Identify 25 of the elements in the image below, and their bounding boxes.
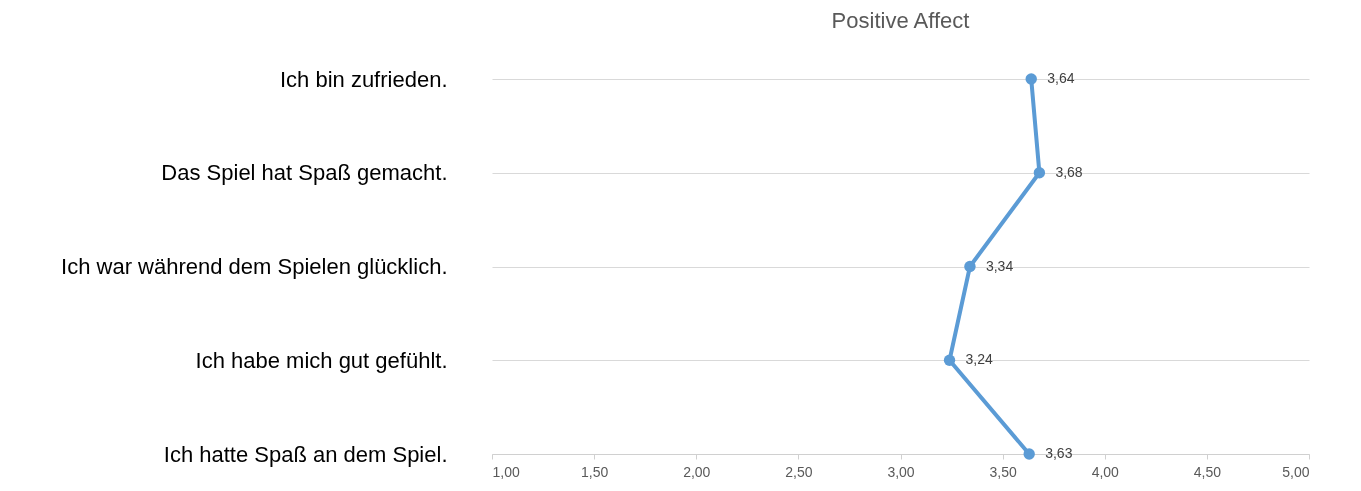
point [964,260,976,273]
x-tick-label: 2,50 [785,463,813,480]
point [1025,73,1037,85]
data-label: 3,64 [1047,70,1075,86]
point [1033,167,1046,179]
point [943,354,956,366]
point [1023,448,1035,460]
data-label: 3,68 [1055,163,1083,180]
y-tick-label: Ich bin zufrieden. [279,66,448,92]
data-label: 3,24 [965,351,993,368]
y-tick-label: Ich hatte Spaß an dem Spiel. [163,441,448,467]
x-tick-label: 3,50 [989,463,1017,480]
x-tick-label: 4,50 [1193,463,1222,480]
y-tick-label: Ich war während dem Spielen glücklich. [61,254,448,279]
data-label: 3,63 [1045,445,1073,461]
x-tick-label: 1,00 [492,463,520,480]
y-tick-label: Das Spiel hat Spaß gemacht. [161,160,448,186]
data-label: 3,34 [985,257,1014,274]
chart-title: Positive Affect [831,8,970,33]
x-tick-label: 1,50 [581,463,609,480]
x-tick-label: 2,00 [683,463,711,480]
y-tick-label: Ich habe mich gut gefühlt. [195,347,448,373]
x-tick-label: 5,00 [1282,463,1310,480]
x-tick-label: 4,00 [1091,463,1120,480]
x-tick-label: 3,00 [887,463,915,480]
